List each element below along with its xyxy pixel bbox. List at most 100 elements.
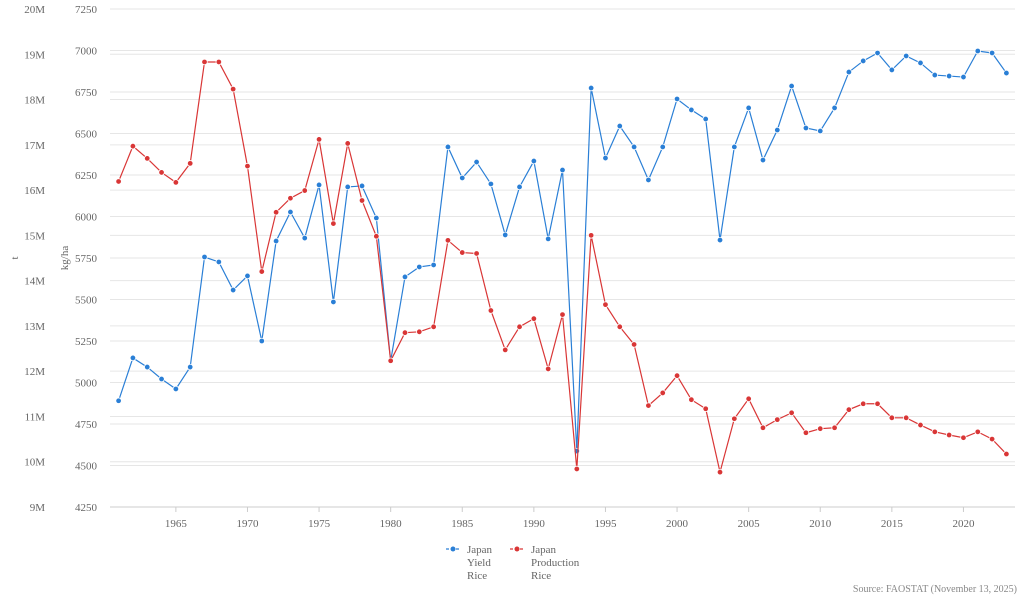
data-point[interactable] [272,209,280,216]
data-point[interactable] [115,397,122,404]
data-point[interactable] [759,156,767,164]
data-point[interactable] [330,220,337,227]
data-point[interactable] [244,272,251,280]
data-point[interactable] [258,268,265,275]
data-point[interactable] [616,323,623,331]
data-point[interactable] [745,104,752,112]
data-point[interactable] [945,72,953,80]
data-point[interactable] [530,157,538,165]
data-point[interactable] [1003,69,1010,77]
data-point[interactable] [745,395,752,402]
data-point[interactable] [158,375,165,383]
data-point[interactable] [516,323,523,331]
data-point[interactable] [974,428,981,436]
data-point[interactable] [401,273,409,281]
data-point[interactable] [917,421,924,429]
data-point[interactable] [817,425,824,432]
data-point[interactable] [645,402,652,409]
data-point[interactable] [602,301,609,308]
data-point[interactable] [988,435,996,443]
data-point[interactable] [144,363,151,371]
data-point[interactable] [974,47,981,55]
data-point[interactable] [860,400,867,407]
data-point[interactable] [802,429,810,436]
data-point[interactable] [659,143,666,151]
data-point[interactable] [573,465,581,473]
data-point[interactable] [831,104,838,112]
data-point[interactable] [931,71,939,79]
data-point[interactable] [301,187,308,194]
data-point[interactable] [430,261,437,269]
data-point[interactable] [559,166,566,174]
data-point[interactable] [731,415,738,422]
data-point[interactable] [473,250,480,257]
data-point[interactable] [645,176,652,184]
data-point[interactable] [201,58,208,66]
data-point[interactable] [272,237,280,245]
data-point[interactable] [330,298,337,306]
data-point[interactable] [401,329,409,336]
data-point[interactable] [215,58,223,66]
data-point[interactable] [802,124,810,132]
data-point[interactable] [931,428,939,436]
data-point[interactable] [917,59,924,67]
data-point[interactable] [774,416,781,423]
data-point[interactable] [702,115,709,123]
data-point[interactable] [774,126,781,134]
data-point[interactable] [888,66,896,74]
data-point[interactable] [860,57,867,65]
data-point[interactable] [459,174,466,182]
data-point[interactable] [201,253,208,261]
data-point[interactable] [215,258,223,266]
data-point[interactable] [373,233,380,240]
data-point[interactable] [459,249,466,256]
data-point[interactable] [487,180,495,188]
data-point[interactable] [315,136,323,143]
data-point[interactable] [817,127,824,135]
data-point[interactable] [244,162,251,170]
data-point[interactable] [387,357,394,364]
data-point[interactable] [716,468,724,476]
data-point[interactable] [487,307,495,314]
data-point[interactable] [688,396,695,403]
data-point[interactable] [788,82,795,90]
data-point[interactable] [845,68,853,76]
data-point[interactable] [702,405,709,412]
data-point[interactable] [673,372,681,379]
data-point[interactable] [831,424,838,431]
data-point[interactable] [358,182,366,190]
data-point[interactable] [716,236,724,244]
data-point[interactable] [516,183,523,191]
data-point[interactable] [115,178,122,185]
data-point[interactable] [1003,450,1010,458]
data-point[interactable] [258,337,265,345]
data-point[interactable] [988,49,996,57]
data-point[interactable] [186,363,194,371]
data-point[interactable] [473,158,480,166]
data-point[interactable] [587,84,595,92]
data-point[interactable] [229,85,237,93]
data-point[interactable] [602,154,609,162]
data-point[interactable] [874,49,881,57]
data-point[interactable] [544,365,552,373]
data-point[interactable] [287,195,294,202]
data-point[interactable] [960,73,967,81]
data-point[interactable] [960,434,967,441]
data-point[interactable] [158,169,165,176]
data-point[interactable] [888,414,896,422]
data-point[interactable] [902,414,910,422]
data-point[interactable] [616,122,623,130]
data-point[interactable] [845,406,853,413]
data-point[interactable] [673,95,681,103]
data-point[interactable] [129,354,137,362]
data-point[interactable] [344,183,351,191]
data-point[interactable] [416,263,423,271]
data-point[interactable] [358,197,366,204]
data-point[interactable] [688,106,695,114]
data-point[interactable] [587,232,595,239]
data-point[interactable] [444,143,452,151]
data-point[interactable] [301,234,308,242]
data-point[interactable] [172,179,180,186]
